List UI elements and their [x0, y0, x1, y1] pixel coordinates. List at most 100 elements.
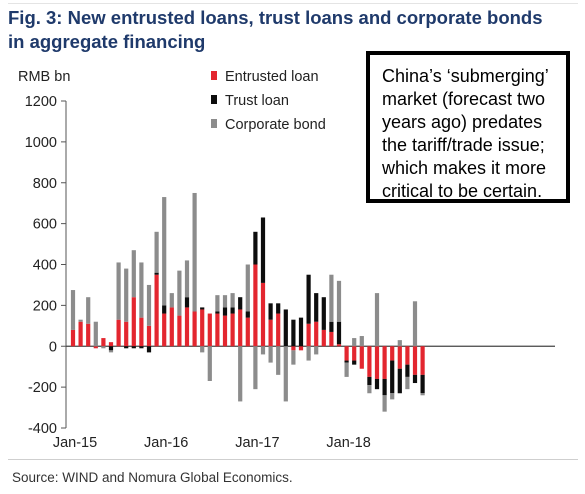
- corporate-bond-bar: [412, 301, 418, 347]
- chart-title: Fig. 3: New entrusted loans, trust loans…: [8, 6, 583, 54]
- entrusted-loan-bar: [397, 346, 402, 369]
- entrusted-loan-bar: [230, 313, 235, 347]
- entrusted-loan-bar: [154, 274, 159, 347]
- entrusted-loan-bar: [184, 307, 190, 347]
- entrusted-loan-bar: [253, 264, 258, 347]
- entrusted-loan-bar: [177, 315, 182, 347]
- entrusted-loan-bar: [344, 346, 349, 361]
- corporate-bond-bar: [93, 321, 98, 347]
- trust-loan-bar: [283, 309, 288, 347]
- entrusted-loan-bar: [420, 346, 425, 375]
- trust-loan-bar: [314, 293, 319, 322]
- corporate-bond-bar: [352, 338, 357, 347]
- trust-loan-bar: [344, 360, 349, 363]
- corporate-bond-bar: [367, 385, 372, 394]
- trust-loan-bar: [222, 307, 228, 316]
- x-tick-label: Jan-17: [235, 435, 279, 451]
- entrusted-loan-bar: [291, 346, 296, 351]
- x-tick-label: Jan-18: [326, 435, 370, 451]
- entrusted-loan-bar: [374, 346, 380, 379]
- entrusted-loan-bar: [116, 319, 121, 347]
- entrusted-loan-bar: [124, 321, 129, 347]
- corporate-bond-bar: [245, 264, 250, 312]
- y-tick-label: 1200: [25, 94, 57, 110]
- y-tick-label: -400: [28, 421, 57, 437]
- y-tick-label: 400: [33, 258, 57, 274]
- legend-label: Entrusted loan: [225, 69, 319, 85]
- entrusted-loan-bar: [390, 346, 395, 361]
- entrusted-loan-bar: [169, 307, 174, 347]
- entrusted-loan-bar: [86, 323, 91, 347]
- corporate-bond-bar: [268, 346, 273, 363]
- trust-loan-bar: [352, 360, 357, 365]
- trust-loan-bar: [268, 303, 273, 320]
- trust-loan-bar: [215, 311, 220, 314]
- trust-loan-bar: [238, 297, 243, 310]
- trust-loan-bar: [374, 378, 380, 390]
- corporate-bond-bar: [146, 284, 152, 326]
- corporate-bond-bar: [200, 346, 205, 353]
- corporate-bond-bar: [184, 260, 190, 298]
- entrusted-loan-bar: [139, 317, 144, 347]
- corporate-bond-bar: [276, 346, 281, 375]
- corporate-bond-bar: [344, 362, 349, 377]
- corporate-bond-bar: [420, 393, 425, 396]
- corporate-bond-bar: [283, 346, 288, 402]
- x-tick-label: Jan-15: [53, 435, 97, 451]
- trust-loan-bar: [298, 317, 304, 347]
- corporate-bond-bar: [374, 293, 380, 347]
- y-tick-label: 600: [33, 217, 57, 233]
- entrusted-loan-bar: [108, 342, 114, 347]
- entrusted-loan-bar: [359, 346, 364, 369]
- corporate-bond-bar: [238, 346, 243, 402]
- corporate-bond-bar: [116, 262, 121, 320]
- entrusted-loan-bar: [367, 346, 372, 377]
- trust-loan-bar: [154, 272, 159, 275]
- chart-title-line-1: Fig. 3: New entrusted loans, trust loans…: [8, 7, 543, 28]
- trust-loan-bar: [382, 378, 387, 396]
- corporate-bond-bar: [405, 376, 410, 390]
- entrusted-loan-bar: [215, 313, 220, 347]
- trust-loan-bar: [162, 305, 167, 314]
- y-tick-label: 1000: [25, 135, 57, 151]
- trust-loan-bar: [230, 307, 235, 314]
- top-rule: [8, 3, 578, 4]
- axes-layer: -400 -200 0 200 400 600 800 1000 1200 RMB bn Jan-1…: [18, 69, 555, 451]
- trust-loan-bar: [184, 297, 190, 308]
- x-tick-label: Jan-16: [144, 435, 188, 451]
- y-axis-title: RMB bn: [18, 69, 70, 85]
- trust-loan-bar: [336, 321, 342, 345]
- legend-label: Corporate bond: [225, 117, 326, 133]
- entrusted-loan-bar: [222, 315, 228, 347]
- entrusted-loan-bar: [200, 309, 205, 347]
- entrusted-loan-bar: [405, 346, 410, 365]
- annotation-box: China’s ‘submerging’ market (forecast tw…: [366, 51, 570, 203]
- trust-loan-bar: [405, 364, 410, 377]
- entrusted-loan-bar: [321, 329, 326, 347]
- trust-loan-bar: [329, 321, 334, 332]
- entrusted-loan-bar: [162, 313, 167, 347]
- trust-loan-bar: [397, 368, 402, 394]
- trust-loan-bar: [412, 374, 418, 384]
- entrusted-loan-bar: [352, 346, 357, 361]
- entrusted-loan-bar: [329, 331, 334, 347]
- legend-swatch: [211, 95, 217, 104]
- footer-rule: [8, 459, 578, 460]
- trust-loan-bar: [200, 307, 205, 310]
- corporate-bond-bar: [306, 346, 311, 361]
- corporate-bond-bar: [162, 197, 167, 306]
- entrusted-loan-bar: [260, 282, 266, 347]
- trust-loan-bar: [321, 297, 326, 330]
- entrusted-loan-bar: [93, 346, 98, 349]
- trust-loan-bar: [276, 303, 281, 314]
- entrusted-loan-bar: [78, 321, 83, 347]
- corporate-bond-bar: [382, 395, 387, 412]
- corporate-bond-bar: [86, 297, 91, 324]
- corporate-bond-bar: [291, 350, 296, 365]
- corporate-bond-bar: [253, 346, 258, 390]
- entrusted-loan-bar: [70, 329, 76, 347]
- trust-loan-bar: [420, 374, 425, 394]
- entrusted-loan-bar: [336, 344, 342, 347]
- entrusted-loan-bar: [207, 313, 212, 347]
- legend-label: Trust loan: [225, 93, 289, 109]
